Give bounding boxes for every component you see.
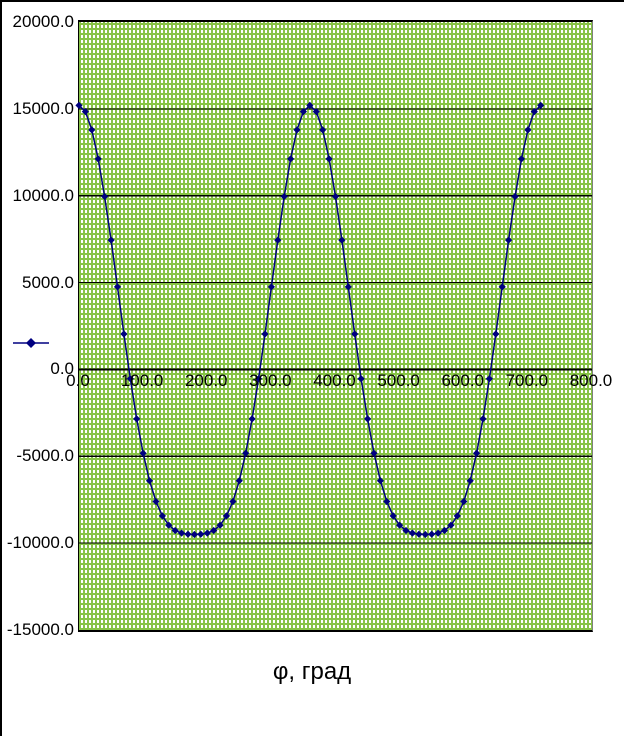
- x-tick-label: 100.0: [120, 371, 164, 391]
- x-tick-label: 500.0: [377, 371, 420, 391]
- y-tick-label: 15000.0: [12, 98, 74, 118]
- y-tick-label: 5000.0: [22, 272, 74, 292]
- x-tick-label: 300.0: [249, 371, 292, 391]
- x-tick-label: 700.0: [505, 371, 549, 391]
- legend-marker: [13, 338, 49, 348]
- x-tick-label: 200.0: [184, 371, 228, 391]
- y-tick-label: 20000.0: [12, 12, 74, 31]
- x-tick-label: 800.0: [569, 371, 613, 391]
- window-border-top: [0, 0, 624, 2]
- series-markers: [75, 101, 545, 539]
- legend-diamond-icon: [26, 338, 36, 348]
- y-tick-label: -10000.0: [6, 533, 74, 553]
- x-tick-label: 600.0: [441, 371, 485, 391]
- y-tick-label: -5000.0: [16, 446, 74, 466]
- series-line: [78, 104, 542, 536]
- x-tick-label: 400.0: [313, 371, 356, 391]
- plot-area: [75, 20, 593, 632]
- window-border-left: [0, 0, 2, 736]
- y-tick-label: 0.0: [50, 359, 74, 379]
- y-tick-label: -15000.0: [6, 620, 74, 639]
- y-tick-label: 10000.0: [12, 185, 74, 205]
- plot-series-svg: [75, 101, 592, 544]
- x-tick-label: 0.0: [66, 371, 90, 391]
- x-axis-title: φ, град: [272, 658, 352, 685]
